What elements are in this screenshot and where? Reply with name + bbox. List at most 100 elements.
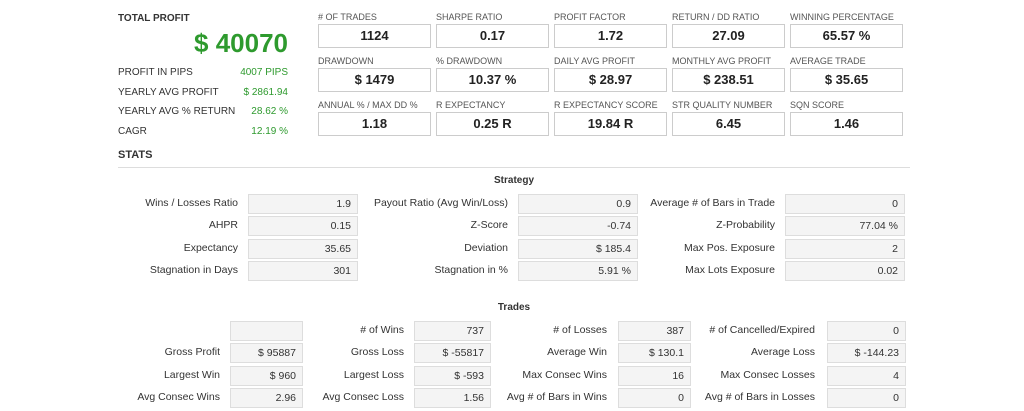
stat-value: 0 xyxy=(618,387,691,408)
summary-value: 28.62 % xyxy=(251,106,288,117)
stat-value: 0 xyxy=(827,321,906,341)
stat-value: 2.96 xyxy=(230,387,303,408)
metric-value: $ 28.97 xyxy=(554,68,667,92)
summary-label: YEARLY AVG % RETURN xyxy=(118,106,236,117)
metric-value: $ 238.51 xyxy=(672,68,785,92)
metric-label: R EXPECTANCY SCORE xyxy=(554,100,658,110)
metric-label: MONTHLY AVG PROFIT xyxy=(672,56,772,66)
stat-label: Largest Loss xyxy=(343,368,404,381)
stat-value: 0.15 xyxy=(248,216,358,237)
stat-label: Payout Ratio (Avg Win/Loss) xyxy=(373,197,508,209)
metric-value: 1.46 xyxy=(790,112,903,136)
stat-label: Average # of Bars in Trade xyxy=(650,197,775,209)
metric-label: SQN SCORE xyxy=(790,100,845,110)
stat-label: Stagnation in % xyxy=(434,263,508,276)
stat-label: Deviation xyxy=(464,241,508,254)
metric-value: $ 35.65 xyxy=(790,68,903,92)
metric-value: 19.84 R xyxy=(554,112,667,136)
stat-value: -0.74 xyxy=(518,216,638,237)
stat-label: Avg # of Bars in Wins xyxy=(506,390,607,403)
metric-label: % DRAWDOWN xyxy=(436,56,503,66)
metric-value: 1.18 xyxy=(318,112,431,136)
stat-value: 0.9 xyxy=(518,194,638,214)
metric-label: STR QUALITY NUMBER xyxy=(672,100,773,110)
stat-label: Gross Loss xyxy=(350,346,404,359)
stat-label: # of Wins xyxy=(360,324,404,336)
summary-label: YEARLY AVG PROFIT xyxy=(118,86,219,98)
metric-label: DRAWDOWN xyxy=(318,56,374,66)
summary-value: 12.19 % xyxy=(251,125,288,137)
metric-value: $ 1479 xyxy=(318,68,431,92)
stat-value: $ 130.1 xyxy=(618,343,691,364)
stat-value: 301 xyxy=(248,260,358,281)
stat-label: Avg # of Bars in Losses xyxy=(704,390,815,403)
metric-value: 27.09 xyxy=(672,24,785,48)
metric-label: # OF TRADES xyxy=(318,12,377,22)
stat-label: Max Consec Losses xyxy=(720,368,815,381)
metric-label: SHARPE RATIO xyxy=(436,12,503,22)
stats-title: STATS xyxy=(118,149,153,161)
metric-value: 1124 xyxy=(318,24,431,48)
stat-label: Stagnation in Days xyxy=(149,263,238,276)
section-title: Trades xyxy=(497,302,531,313)
stat-value: 387 xyxy=(618,321,691,341)
stat-label: # of Losses xyxy=(553,324,607,336)
metric-value: 0.17 xyxy=(436,24,549,48)
stat-value: 35.65 xyxy=(248,238,358,259)
stat-value: 0 xyxy=(785,194,905,214)
stat-value: 0 xyxy=(827,387,906,408)
stat-label: Largest Win xyxy=(163,368,220,381)
metric-label: DAILY AVG PROFIT xyxy=(554,56,636,66)
stat-label: Average Win xyxy=(547,346,607,359)
stat-label: Z-Probability xyxy=(716,219,775,232)
divider xyxy=(118,167,910,168)
summary-label: CAGR xyxy=(118,125,147,137)
metric-value: 10.37 % xyxy=(436,68,549,92)
stat-label: Wins / Losses Ratio xyxy=(145,197,238,209)
stat-label: # of Cancelled/Expired xyxy=(709,324,815,336)
metric-label: PROFIT FACTOR xyxy=(554,12,626,22)
stat-value: $ -55817 xyxy=(414,343,491,364)
stat-value: $ 960 xyxy=(230,365,303,386)
stat-value xyxy=(230,321,303,341)
section-title: Strategy xyxy=(493,175,534,186)
stat-value: 16 xyxy=(618,365,691,386)
stat-value: 0.02 xyxy=(785,260,905,281)
stat-value: 737 xyxy=(414,321,491,341)
stat-value: 4 xyxy=(827,365,906,386)
stat-value: $ 95887 xyxy=(230,343,303,364)
stat-value: $ -144.23 xyxy=(827,343,906,364)
summary-label: PROFIT IN PIPS xyxy=(118,67,193,78)
stat-label: Z-Score xyxy=(470,219,508,232)
total-title: TOTAL PROFIT xyxy=(118,13,190,24)
metric-value: 0.25 R xyxy=(436,112,549,136)
metric-label: RETURN / DD RATIO xyxy=(672,12,760,22)
stat-value: $ -593 xyxy=(414,365,491,386)
stat-value: 5.91 % xyxy=(518,260,638,281)
stat-label: Expectancy xyxy=(183,241,238,254)
stat-value: 1.9 xyxy=(248,194,358,214)
stat-label: Max Consec Wins xyxy=(522,368,607,381)
stat-label: AHPR xyxy=(208,219,238,232)
summary-value: $ 2861.94 xyxy=(243,86,289,98)
metric-value: 1.72 xyxy=(554,24,667,48)
stat-value: 77.04 % xyxy=(785,216,905,237)
stat-label: Avg Consec Wins xyxy=(137,390,220,403)
metric-value: 6.45 xyxy=(672,112,785,136)
metric-label: AVERAGE TRADE xyxy=(790,56,866,66)
metric-value: 65.57 % xyxy=(790,24,903,48)
stat-value: 1.56 xyxy=(414,387,491,408)
stat-label: Max Pos. Exposure xyxy=(683,241,775,254)
stat-label: Gross Profit xyxy=(164,346,220,359)
stat-label: Max Lots Exposure xyxy=(685,263,775,276)
stat-value: 2 xyxy=(785,238,905,259)
summary-value: 4007 PIPS xyxy=(240,67,288,78)
stat-value: $ 185.4 xyxy=(518,238,638,259)
metric-label: R EXPECTANCY xyxy=(436,100,506,110)
metric-label: WINNING PERCENTAGE xyxy=(790,12,894,22)
stat-label: Average Loss xyxy=(750,346,815,359)
metric-label: ANNUAL % / MAX DD % xyxy=(318,100,418,110)
stat-label: Avg Consec Loss xyxy=(322,390,404,403)
total-profit: $ 40070 xyxy=(194,28,288,58)
